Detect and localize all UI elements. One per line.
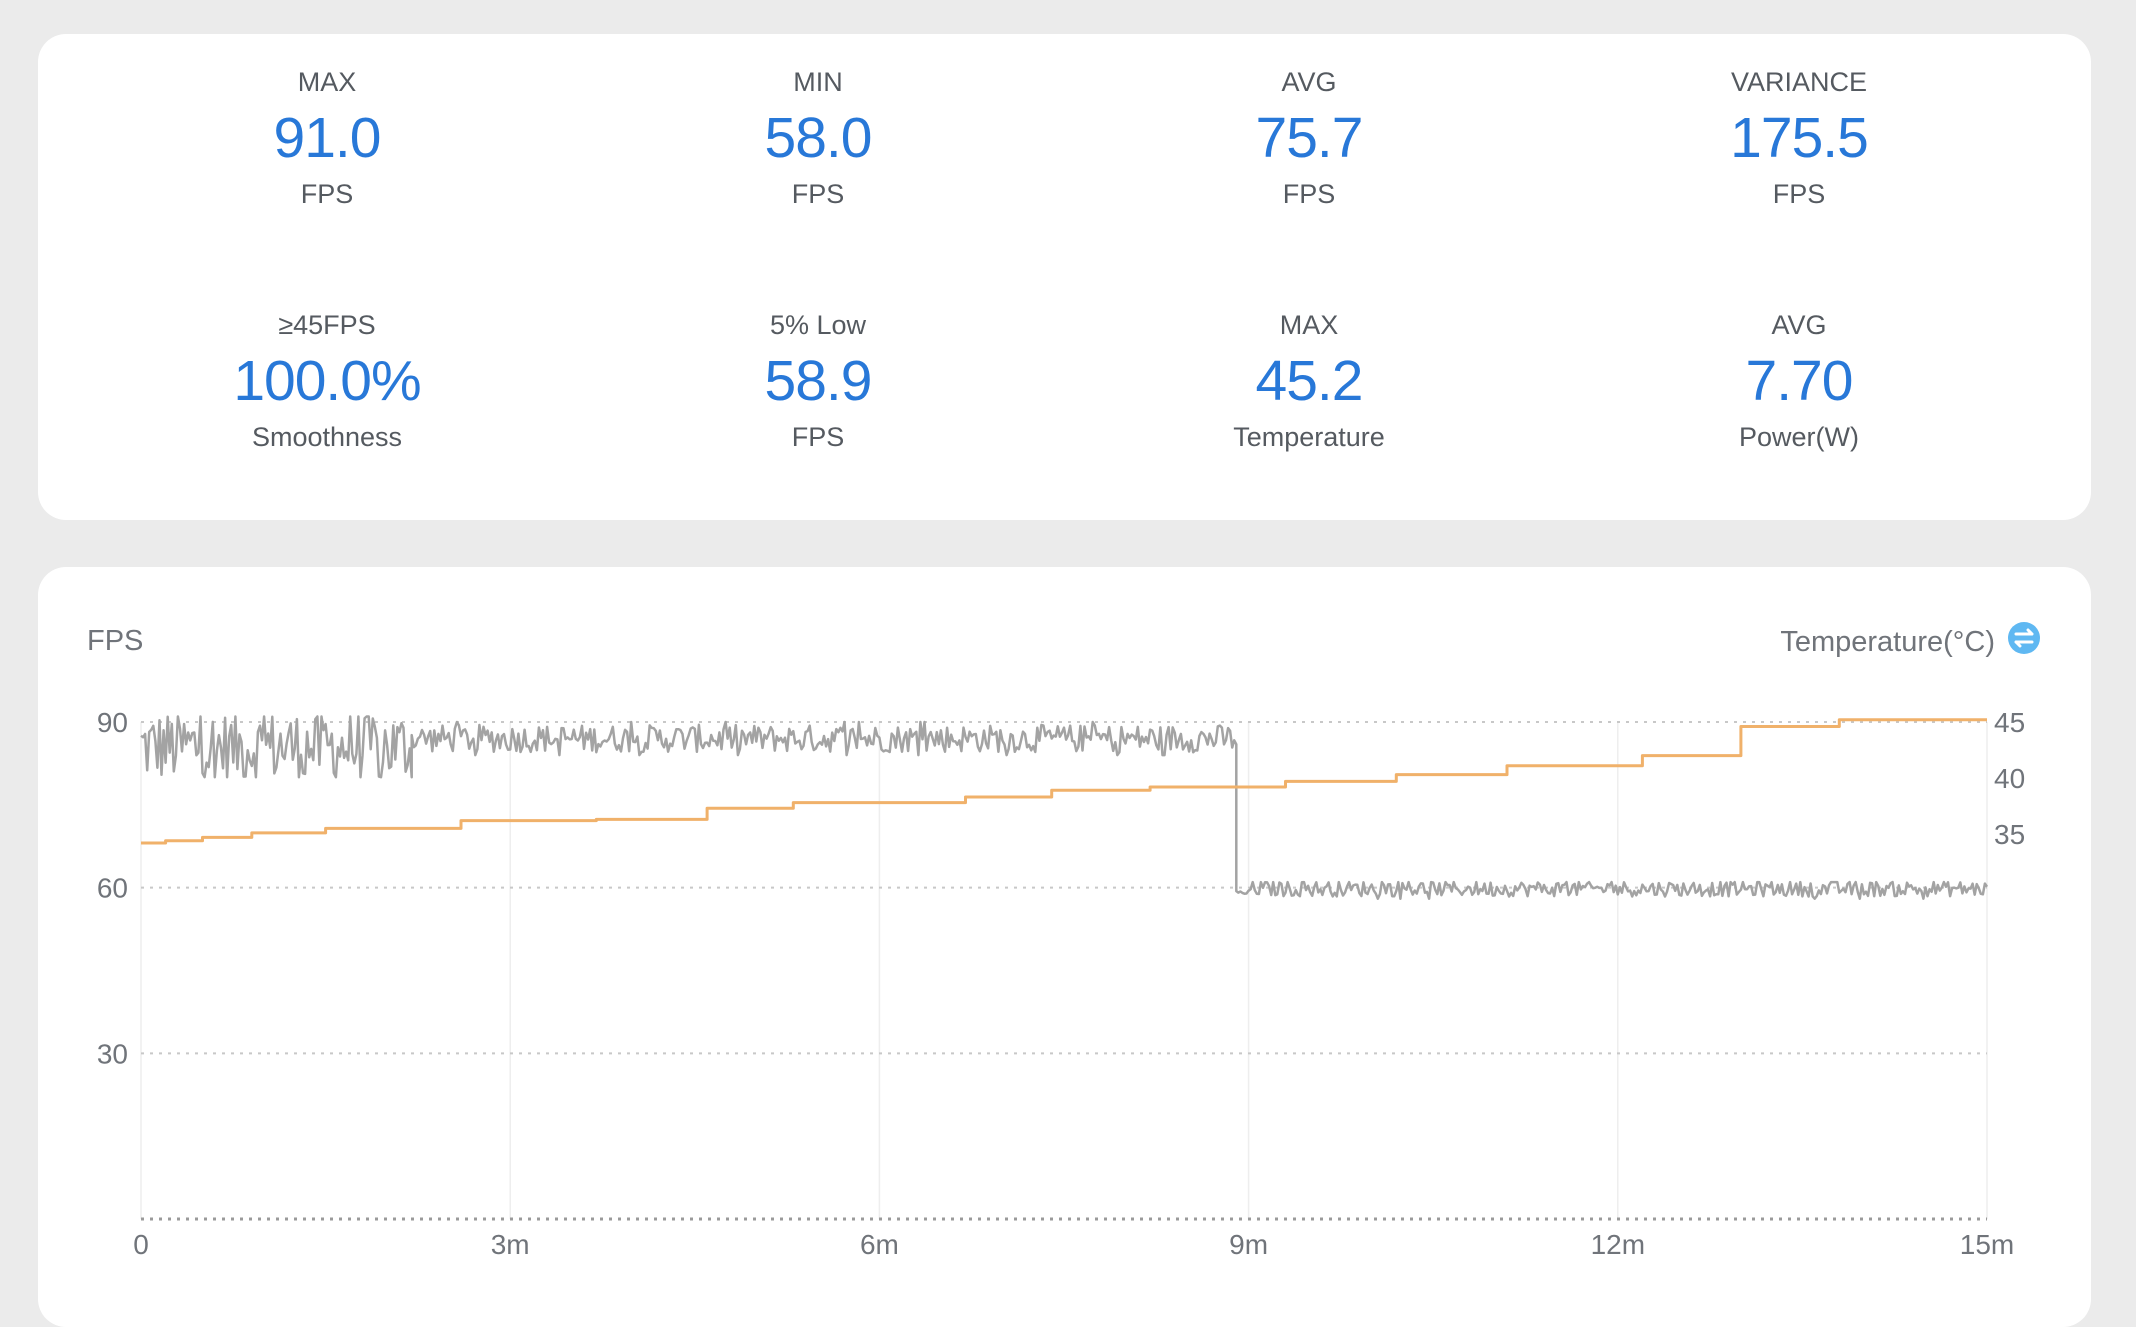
- x-tick-label: 9m: [1229, 1229, 1268, 1260]
- stat-unit: FPS: [1282, 179, 1336, 209]
- stat-avg-power: AVG 7.70 Power(W): [1619, 307, 1979, 455]
- stat-label: MAX: [1279, 310, 1339, 340]
- x-tick-label: 0: [133, 1229, 149, 1260]
- stat-unit: FPS: [300, 179, 354, 209]
- toggle-icon-circle: [2008, 622, 2040, 654]
- left-axis-title: FPS: [87, 625, 143, 657]
- temperature-line: [141, 718, 1987, 845]
- chart-labels: FPS Temperature(°C) 90 60 30 45 40 35 0 3m 6m 9m 1…: [87, 622, 2040, 1260]
- y-right-tick-label: 40: [1994, 763, 2025, 794]
- stat-label: 5% Low: [769, 310, 867, 340]
- x-tick-label: 12m: [1591, 1229, 1645, 1260]
- stat-max-fps: MAX 91.0 FPS: [147, 64, 507, 212]
- stat-min-fps: MIN 58.0 FPS: [638, 64, 998, 212]
- stat-avg-fps: AVG 75.7 FPS: [1129, 64, 1489, 212]
- chart-grid: [140, 721, 1988, 1221]
- y-right-tick-label: 45: [1994, 707, 2025, 738]
- stat-value: 58.0: [764, 106, 873, 170]
- stat-unit: Smoothness: [251, 422, 403, 452]
- toggle-icon-arrows: [2014, 628, 2034, 648]
- chart-card: [38, 567, 2091, 1327]
- stat-value: 7.70: [1745, 349, 1854, 413]
- y-right-tick-label: 35: [1994, 819, 2025, 850]
- stat-smoothness: ≥45FPS 100.0% Smoothness: [147, 307, 507, 455]
- stat-value: 45.2: [1255, 349, 1364, 413]
- x-tick-label: 6m: [860, 1229, 899, 1260]
- right-axis-title: Temperature(°C): [1780, 626, 1995, 658]
- y-left-tick-label: 60: [97, 873, 128, 904]
- stat-label: AVG: [1281, 67, 1337, 97]
- stat-unit: FPS: [791, 422, 845, 452]
- stat-unit: FPS: [1772, 179, 1826, 209]
- x-tick-label: 3m: [491, 1229, 530, 1260]
- stats-card: MAX 91.0 FPS MIN 58.0 FPS AVG 75.7 FPS V…: [38, 34, 2091, 520]
- fps-line: [140, 715, 1989, 900]
- stat-variance: VARIANCE 175.5 FPS: [1619, 64, 1979, 212]
- stat-value: 75.7: [1255, 106, 1364, 170]
- stat-value: 91.0: [273, 106, 382, 170]
- stat-value: 100.0%: [233, 349, 421, 413]
- stat-unit: FPS: [791, 179, 845, 209]
- y-left-tick-label: 90: [97, 707, 128, 738]
- stat-max-temperature: MAX 45.2 Temperature: [1129, 307, 1489, 455]
- stat-label: AVG: [1771, 310, 1827, 340]
- stat-label: VARIANCE: [1730, 67, 1868, 97]
- stat-label: ≥45FPS: [278, 310, 376, 340]
- stat-value: 175.5: [1730, 106, 1869, 170]
- y-left-tick-label: 30: [97, 1038, 128, 1069]
- stat-unit: Power(W): [1739, 422, 1859, 452]
- fps-temperature-chart: FPS Temperature(°C) 90 60 30 45 40 35 0 3m 6m 9m 1…: [87, 622, 2040, 1260]
- stat-label: MAX: [297, 67, 357, 97]
- stat-value: 58.9: [764, 349, 873, 413]
- stat-label: MIN: [793, 67, 843, 97]
- stat-unit: Temperature: [1233, 422, 1385, 452]
- chart-series: [140, 715, 1989, 900]
- toggle-icon[interactable]: [2008, 622, 2040, 654]
- stat-5pct-low: 5% Low 58.9 FPS: [638, 307, 998, 455]
- x-tick-label: 15m: [1960, 1229, 2014, 1260]
